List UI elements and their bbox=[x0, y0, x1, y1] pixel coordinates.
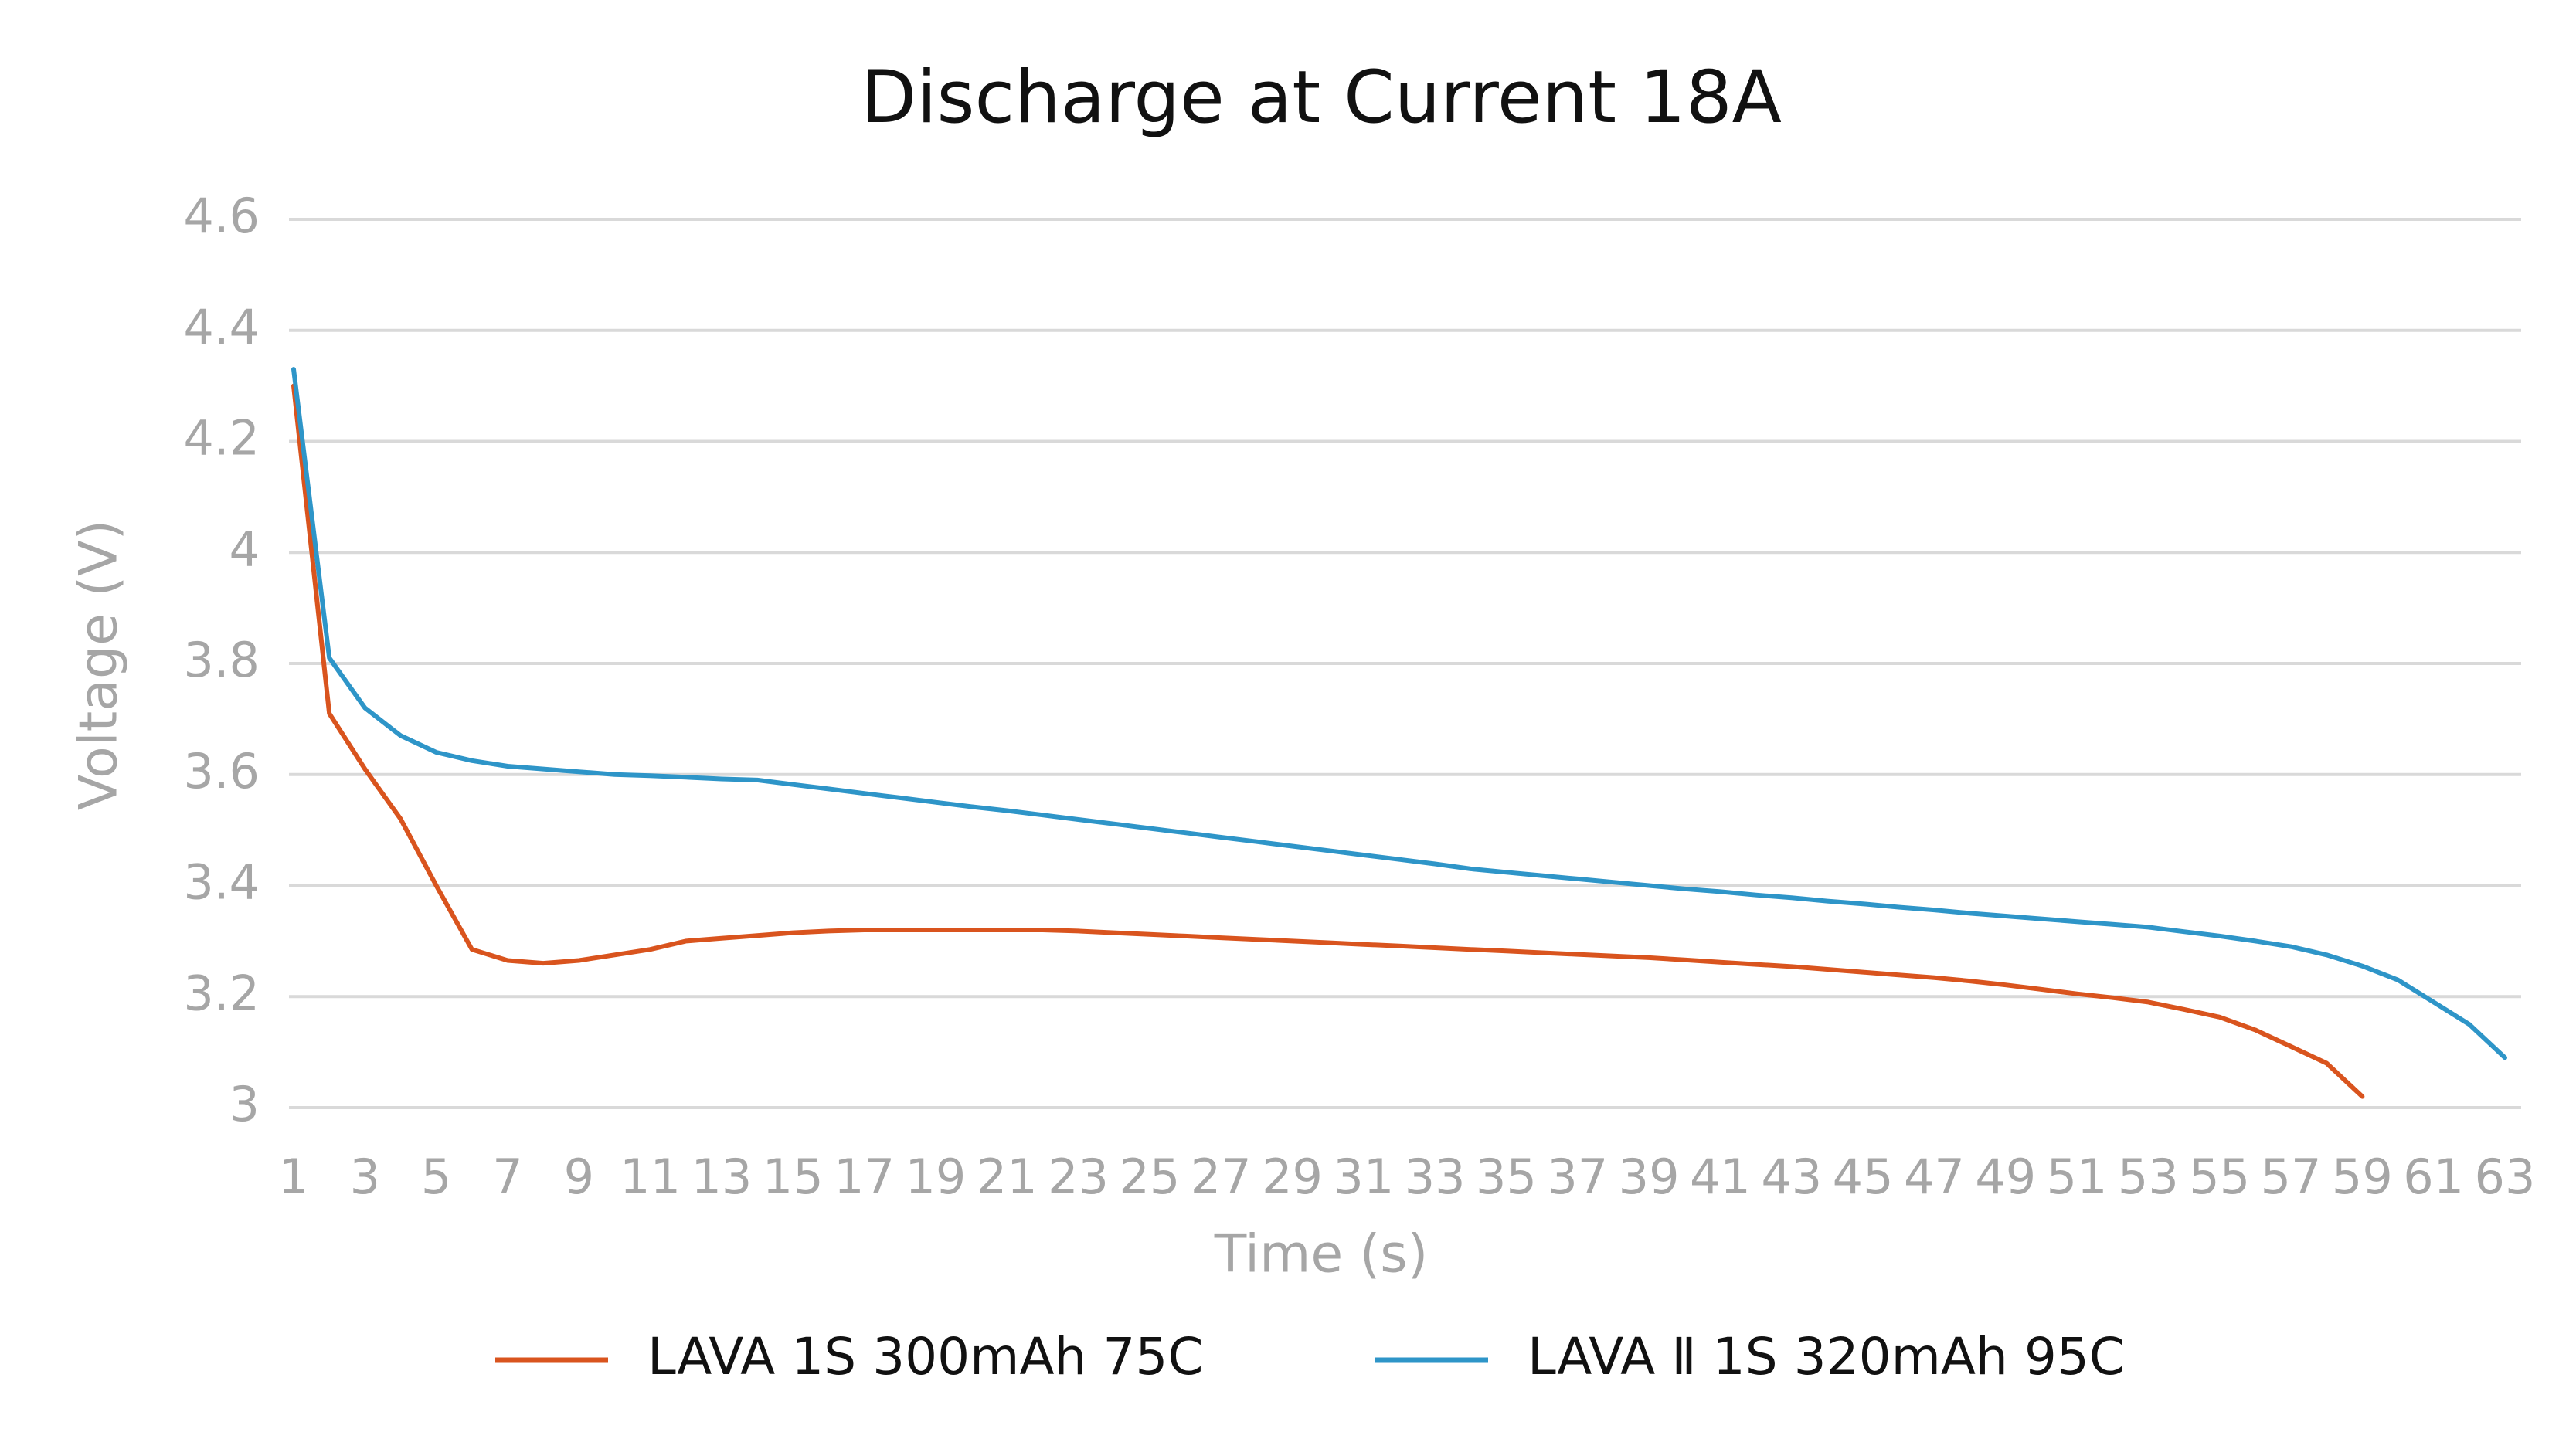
x-tick-label: 25 bbox=[1119, 1149, 1180, 1205]
y-tick-label: 4.4 bbox=[183, 299, 260, 355]
x-tick-label: 59 bbox=[2332, 1149, 2393, 1205]
y-tick-label: 3.6 bbox=[183, 743, 260, 799]
chart-title: Discharge at Current 18A bbox=[861, 56, 1782, 140]
x-axis-title: Time (s) bbox=[1214, 1224, 1429, 1285]
x-tick-label: 43 bbox=[1761, 1149, 1822, 1205]
x-tick-label: 61 bbox=[2403, 1149, 2464, 1205]
x-tick-label: 21 bbox=[977, 1149, 1038, 1205]
x-tick-label: 5 bbox=[421, 1149, 451, 1205]
x-tick-label: 57 bbox=[2261, 1149, 2322, 1205]
x-tick-label: 31 bbox=[1333, 1149, 1394, 1205]
x-tick-label: 19 bbox=[905, 1149, 966, 1205]
x-tick-label: 47 bbox=[1904, 1149, 1965, 1205]
x-tick-label: 3 bbox=[350, 1149, 380, 1205]
series-line bbox=[291, 367, 2507, 1060]
x-tick-label: 49 bbox=[1975, 1149, 2036, 1205]
x-tick-label: 63 bbox=[2475, 1149, 2536, 1205]
x-tick-label: 37 bbox=[1547, 1149, 1608, 1205]
y-tick-label: 4.2 bbox=[183, 410, 260, 467]
y-axis-title: Voltage (V) bbox=[69, 520, 130, 810]
legend-label: LAVA 1S 300mAh 75C bbox=[647, 1327, 1203, 1386]
x-tick-label: 15 bbox=[763, 1149, 824, 1205]
y-tick-label: 4.6 bbox=[183, 188, 260, 244]
x-tick-label: 9 bbox=[564, 1149, 594, 1205]
x-tick-label: 23 bbox=[1048, 1149, 1109, 1205]
series-line bbox=[291, 383, 2365, 1099]
x-tick-label: 51 bbox=[2047, 1149, 2108, 1205]
y-tick-label: 3.2 bbox=[183, 965, 260, 1021]
x-tick-label: 39 bbox=[1619, 1149, 1680, 1205]
x-tick-label: 41 bbox=[1690, 1149, 1751, 1205]
x-tick-label: 45 bbox=[1833, 1149, 1894, 1205]
x-tick-label: 33 bbox=[1405, 1149, 1466, 1205]
x-tick-label: 29 bbox=[1262, 1149, 1323, 1205]
y-tick-label: 3.4 bbox=[183, 854, 260, 911]
x-tick-label: 13 bbox=[691, 1149, 752, 1205]
x-tick-label: 53 bbox=[2118, 1149, 2179, 1205]
x-tick-label: 27 bbox=[1191, 1149, 1252, 1205]
x-tick-label: 17 bbox=[834, 1149, 895, 1205]
x-tick-label: 11 bbox=[620, 1149, 681, 1205]
x-tick-label: 55 bbox=[2189, 1149, 2250, 1205]
y-tick-label: 3 bbox=[229, 1076, 260, 1132]
y-tick-label: 3.8 bbox=[183, 632, 260, 688]
y-tick-label: 4 bbox=[229, 521, 260, 577]
x-tick-label: 1 bbox=[278, 1149, 308, 1205]
x-tick-label: 35 bbox=[1476, 1149, 1537, 1205]
x-tick-label: 7 bbox=[492, 1149, 522, 1205]
legend-label: LAVA Ⅱ 1S 320mAh 95C bbox=[1528, 1327, 2125, 1386]
